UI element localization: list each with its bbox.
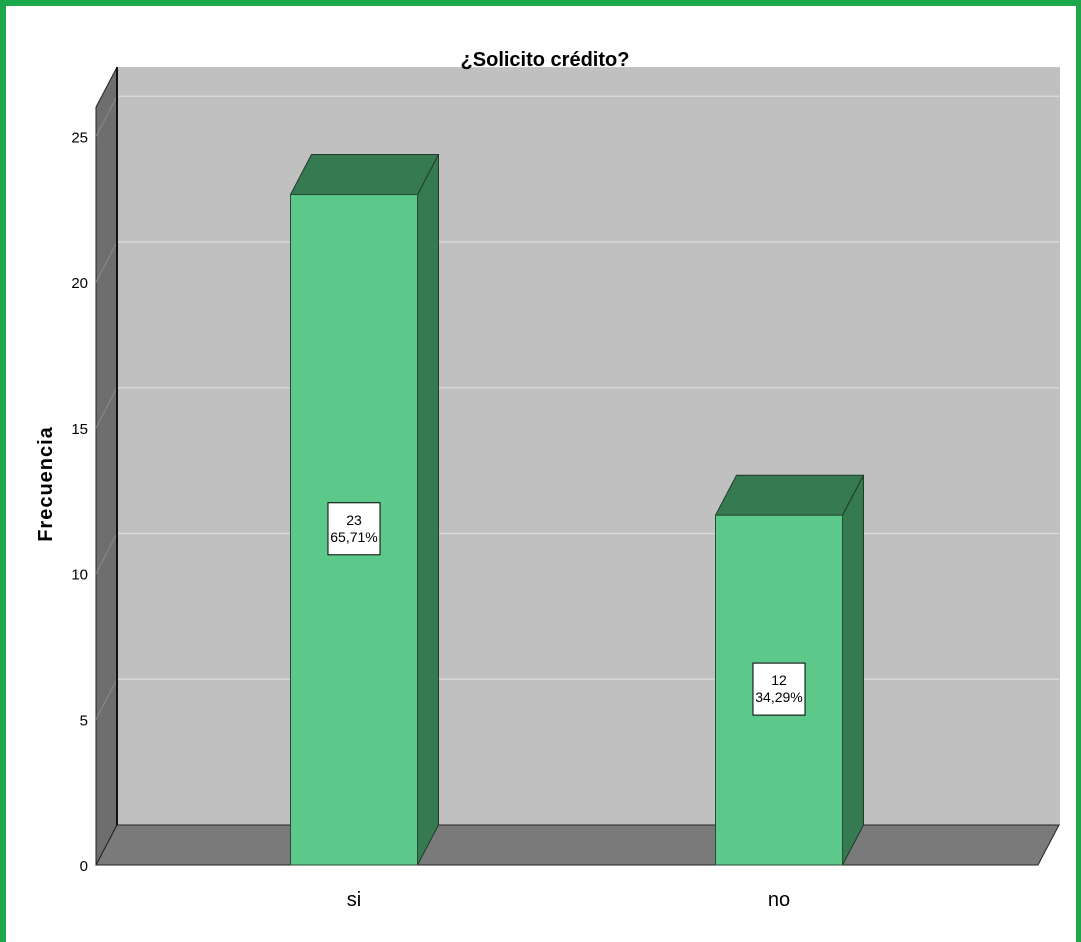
x-tick-label: si: [347, 889, 361, 911]
data-label-count: 12: [771, 672, 787, 688]
y-tick-label: 25: [71, 129, 88, 146]
data-label-box: [327, 502, 381, 556]
y-axis-title: Frecuencia: [35, 426, 57, 542]
back-wall: [117, 67, 1060, 826]
bar-top-si: [289, 154, 440, 196]
x-tick-label: no: [768, 889, 790, 911]
bar-side-no: [842, 474, 864, 866]
y-tick-label: 15: [71, 421, 88, 438]
y-tick-label: 5: [80, 712, 88, 729]
y-tick-label: 20: [71, 275, 88, 292]
y-tick-label: 0: [80, 858, 88, 875]
axes: 0 5 10 15 20 25 si no: [71, 129, 790, 911]
bar-top-no: [714, 474, 865, 516]
data-label-box: [752, 662, 806, 716]
plot-floor: [95, 824, 1060, 866]
gridlines: [95, 67, 1060, 825]
data-label-percent: 34,29%: [755, 689, 802, 705]
gridline-wall: [95, 679, 118, 720]
plot-background: [95, 66, 1060, 866]
y-tick-label: 10: [71, 567, 88, 584]
gridline-wall: [95, 241, 118, 283]
gridline-wall: [95, 387, 118, 428]
data-label-percent: 65,71%: [330, 529, 377, 545]
left-wall: [95, 66, 118, 866]
chart-title: ¿Solicito crédito?: [461, 49, 630, 71]
gridline-wall: [95, 533, 118, 574]
gridline-wall: [95, 96, 118, 137]
data-label-count: 23: [346, 512, 362, 528]
bar-side-si: [417, 154, 439, 866]
floor: [95, 824, 1060, 866]
